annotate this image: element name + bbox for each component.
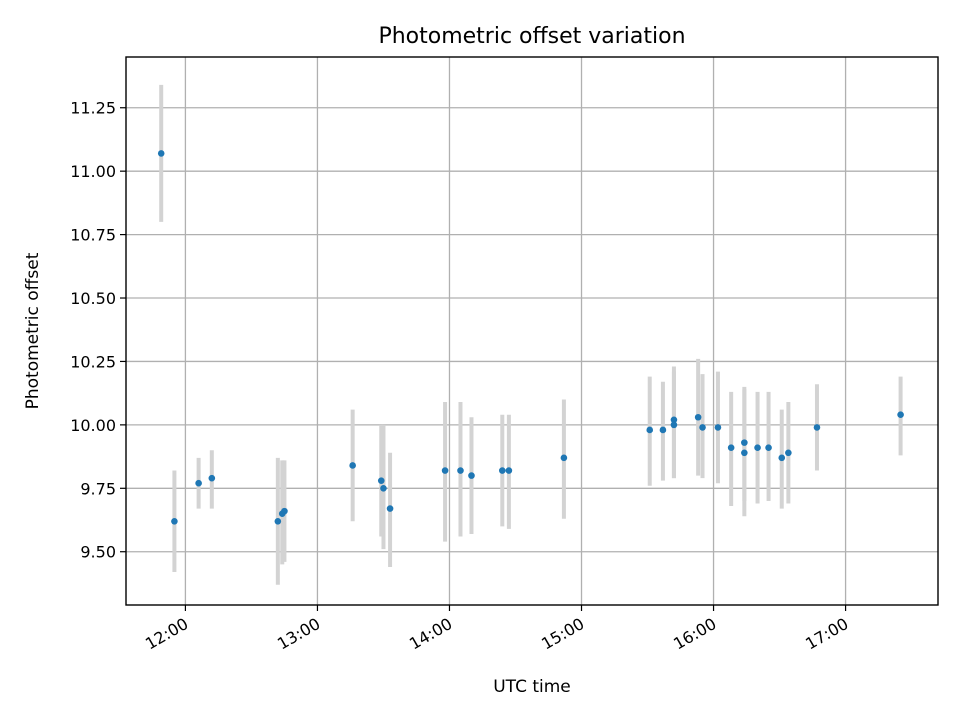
y-tick-label: 9.75	[80, 479, 116, 498]
y-tick-label: 10.25	[70, 352, 116, 371]
chart-title: Photometric offset variation	[378, 24, 685, 49]
data-point	[646, 426, 654, 434]
x-tick-label: 12:00	[142, 614, 191, 654]
data-point	[386, 505, 394, 512]
data-point	[754, 444, 761, 452]
data-point	[714, 424, 722, 431]
data-point	[195, 479, 202, 487]
data-point	[741, 449, 748, 457]
data-point	[897, 411, 904, 419]
data-point	[560, 454, 568, 462]
grid-layer	[126, 57, 938, 605]
x-tick-label: 17:00	[802, 614, 851, 654]
tick-layer: 12:00 13:00 14:00 15:00 16:00 17:00 9.50 9.75 10…	[70, 99, 851, 654]
errorbar-layer	[159, 84, 903, 585]
data-point	[457, 467, 464, 474]
data-point	[785, 449, 792, 457]
x-tick-label: 13:00	[274, 614, 323, 654]
data-point	[659, 426, 667, 434]
data-point	[670, 416, 678, 424]
y-axis-label: Photometric offset	[23, 252, 43, 409]
y-tick-label: 11.25	[70, 99, 116, 118]
data-point	[171, 517, 178, 525]
y-tick-label: 10.75	[70, 226, 116, 245]
data-point	[441, 467, 449, 474]
y-tick-label: 10.00	[70, 416, 116, 435]
data-point	[778, 454, 786, 462]
data-point	[281, 507, 288, 515]
x-tick-label: 14:00	[406, 614, 455, 654]
data-point	[670, 421, 678, 429]
data-point	[208, 474, 216, 482]
data-point	[765, 444, 772, 452]
data-point	[349, 462, 356, 469]
y-tick-label: 11.00	[70, 162, 116, 181]
data-point	[377, 477, 385, 484]
points-layer	[157, 150, 904, 525]
data-point	[380, 484, 387, 492]
data-point	[505, 467, 513, 474]
data-point	[157, 150, 165, 157]
data-point	[694, 413, 702, 421]
y-tick-label: 9.50	[80, 543, 116, 562]
x-tick-label: 15:00	[538, 614, 587, 654]
data-point	[741, 439, 748, 446]
data-point	[813, 424, 821, 431]
data-point	[699, 424, 706, 431]
data-point	[498, 467, 506, 474]
plot-frame	[125, 56, 939, 606]
x-axis-label: UTC time	[493, 677, 571, 697]
x-tick-label: 16:00	[670, 614, 719, 654]
data-point	[727, 444, 735, 452]
y-tick-label: 10.50	[70, 289, 116, 308]
data-point	[274, 517, 282, 525]
data-point	[468, 472, 475, 479]
